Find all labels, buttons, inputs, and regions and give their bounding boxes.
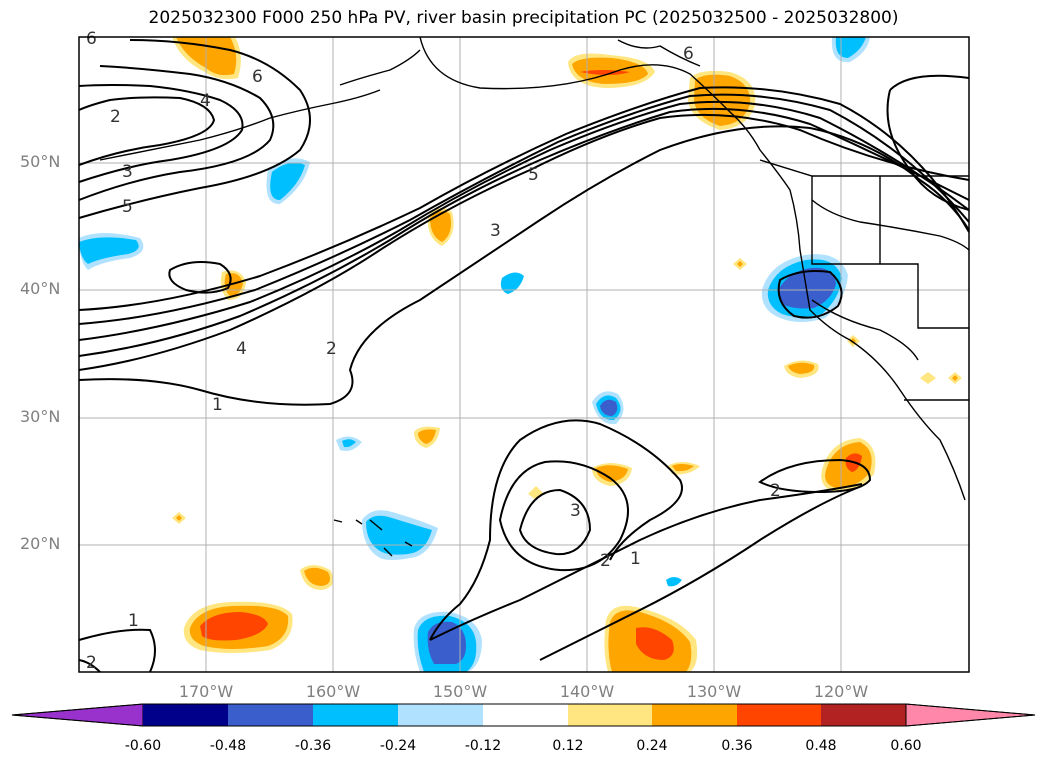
contour-label: 3 — [570, 501, 581, 521]
contour-label: 5 — [122, 197, 133, 217]
colorbar-segment — [821, 704, 906, 726]
lat-label: 30°N — [20, 407, 61, 426]
colorbar-tick-label: 0.12 — [552, 738, 584, 754]
contour-label: 5 — [528, 165, 539, 185]
colorbar-segment — [143, 704, 228, 726]
contour-labels: 6 6 4 2 3 5 6 5 3 4 2 1 3 2 1 2 1 2 — [86, 29, 781, 673]
colorbar-segment — [737, 704, 821, 726]
colorbar-tick-label: 0.48 — [805, 738, 837, 754]
contour-label: 6 — [86, 29, 97, 49]
colorbar-tick-label: -0.48 — [209, 738, 247, 754]
lon-label: 160°W — [305, 682, 361, 701]
contour-label: 1 — [128, 611, 139, 631]
colorbar-segment — [483, 704, 568, 726]
colorbar-tick-label: 0.24 — [636, 738, 668, 754]
plot-frame — [78, 36, 970, 673]
colorbar-segment — [398, 704, 483, 726]
lon-label: 130°W — [686, 682, 742, 701]
colorbar-segment — [313, 704, 398, 726]
contour-label: 2 — [600, 551, 611, 571]
pv-contours — [78, 39, 970, 673]
contour-label: 2 — [86, 653, 97, 673]
precip-shading — [79, 37, 962, 672]
lat-label: 50°N — [20, 152, 61, 171]
contour-label: 2 — [110, 107, 121, 127]
lon-label: 170°W — [178, 682, 234, 701]
contour-label: 3 — [490, 221, 501, 241]
colorbar-tick-label: 0.60 — [890, 738, 922, 754]
gridlines — [79, 37, 969, 672]
colorbar-tick-label: -0.36 — [294, 738, 332, 754]
lon-label: 140°W — [559, 682, 615, 701]
contour-label: 2 — [326, 339, 337, 359]
contour-label: 2 — [770, 481, 781, 501]
contour-label: 1 — [212, 395, 223, 415]
colorbar-tick-label: -0.12 — [464, 738, 502, 754]
colorbar — [11, 703, 1036, 727]
plot-area: 6 6 4 2 3 5 6 5 3 4 2 1 3 2 1 2 1 2 — [78, 29, 970, 673]
colorbar-segment — [652, 704, 737, 726]
colorbar-segment — [905, 703, 1036, 727]
lon-label: 120°W — [813, 682, 869, 701]
contour-label: 1 — [630, 549, 641, 569]
colorbar-segment — [228, 704, 313, 726]
lat-label: 20°N — [20, 534, 61, 553]
colorbar-outline — [11, 703, 1036, 727]
colorbar-segment — [568, 704, 652, 726]
contour-label: 6 — [252, 67, 263, 87]
contour-label: 4 — [236, 339, 247, 359]
contour-label: 6 — [683, 44, 694, 64]
map-title: 2025032300 F000 250 hPa PV, river basin … — [148, 8, 899, 28]
colorbar-tick-label: -0.60 — [124, 738, 162, 754]
colorbar-tick-label: -0.24 — [379, 738, 417, 754]
contour-label: 3 — [122, 162, 133, 182]
colorbar-tick-label: 0.36 — [721, 738, 753, 754]
lon-label: 150°W — [432, 682, 488, 701]
colorbar-segment — [11, 703, 144, 727]
contour-label: 4 — [200, 91, 211, 111]
lat-label: 40°N — [20, 279, 61, 298]
coastlines — [99, 36, 970, 557]
